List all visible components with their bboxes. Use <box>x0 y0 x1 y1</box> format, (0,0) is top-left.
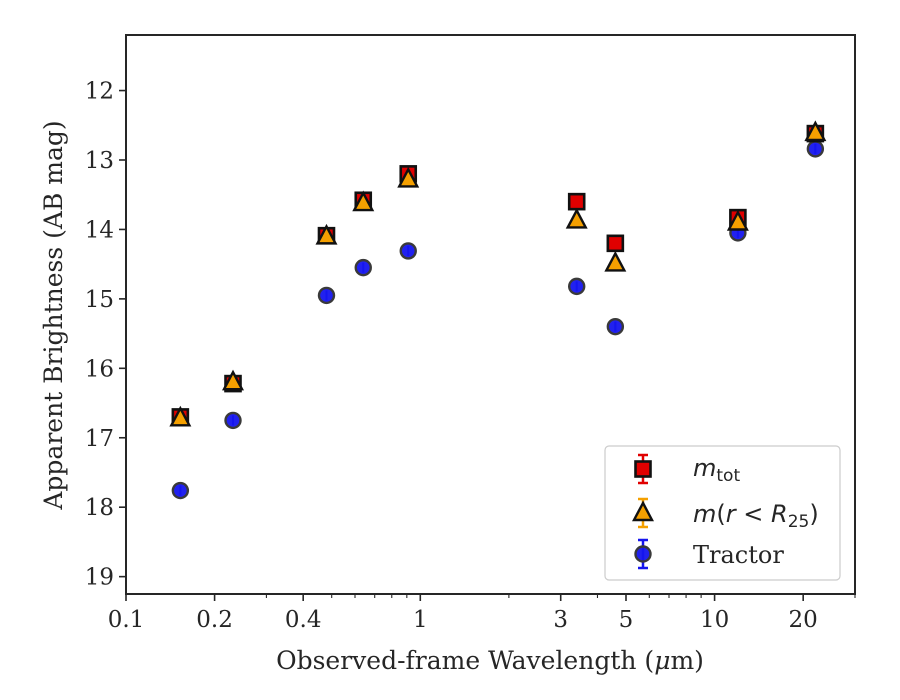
legend-tot-sub: tot <box>716 466 740 486</box>
x-tick-label: 0.4 <box>285 607 322 633</box>
y-tick-label: 15 <box>85 287 114 313</box>
y-axis-ticks: 12 13 14 15 16 17 18 19 <box>85 79 126 591</box>
x-tick-label: 3 <box>553 607 568 633</box>
legend-label-r25: m(r < R25) <box>693 500 819 532</box>
y-tick-label: 19 <box>85 565 114 591</box>
legend-r25-paren-close: ) <box>809 500 818 528</box>
legend-r25-r: r <box>726 500 738 528</box>
y-axis-label: Apparent Brightness (AB mag) <box>39 120 68 510</box>
x-axis-label-mu: μ <box>654 646 670 675</box>
y-tick-label: 16 <box>85 356 114 382</box>
y-tick-label: 13 <box>85 148 114 174</box>
legend-frame <box>604 445 841 581</box>
legend-r25-main: m <box>693 500 716 528</box>
x-axis-label-suffix: m) <box>670 646 703 675</box>
x-tick-label: 5 <box>619 607 634 633</box>
x-tick-label: 10 <box>700 607 729 633</box>
data-marks <box>169 120 827 500</box>
legend-r25-paren-open: ( <box>716 500 725 528</box>
y-tick-label: 14 <box>85 217 114 243</box>
x-tick-label: 1 <box>413 607 428 633</box>
x-tick-label: 20 <box>789 607 818 633</box>
legend-swatches <box>632 453 654 570</box>
legend-label-tot: mtot <box>693 454 740 486</box>
legend-marker-r25 <box>632 500 654 522</box>
y-tick-label: 17 <box>85 426 114 452</box>
y-tick-label: 18 <box>85 495 114 521</box>
x-axis-label-prefix: Observed-frame Wavelength ( <box>276 646 654 675</box>
legend-r25-sub: 25 <box>788 512 810 532</box>
y-tick-label: 12 <box>85 79 114 105</box>
x-axis-label: Observed-frame Wavelength (μm) <box>276 646 704 675</box>
legend: mtot m(r < R25) Tractor <box>604 445 841 581</box>
legend-r25-R: R <box>771 500 788 528</box>
legend-marker-tot <box>634 460 652 478</box>
legend-r25-lt: < <box>736 500 771 528</box>
legend-label-tractor: Tractor <box>693 541 784 569</box>
x-tick-label: 0.2 <box>196 607 233 633</box>
x-axis-ticks: 0.1 0.2 0.4 1 3 5 10 20 <box>108 594 856 633</box>
legend-marker-tractor <box>634 545 652 563</box>
legend-tot-main: m <box>693 454 716 482</box>
x-tick-label: 0.1 <box>108 607 145 633</box>
